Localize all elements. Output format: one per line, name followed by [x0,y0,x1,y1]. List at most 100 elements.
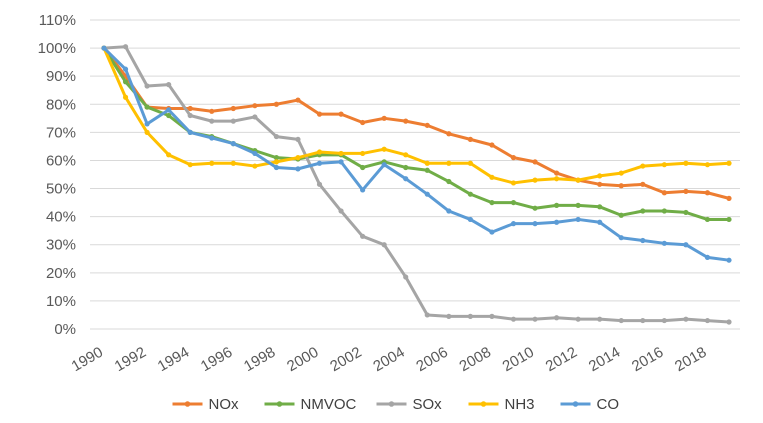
data-point-nmvoc [532,205,538,211]
x-tick-label: 1990 [69,344,106,375]
data-point-co [726,257,732,263]
series-line-sox [102,45,731,324]
legend-label-nmvoc: NMVOC [301,396,357,413]
data-point-sox [338,208,344,214]
data-point-nh3 [532,177,538,183]
data-point-nh3 [338,150,344,157]
data-point-nmvoc [273,155,280,161]
x-tick-label: 2014 [586,344,623,375]
data-point-co [640,237,646,244]
data-point-co [230,141,236,147]
data-point-co [295,166,301,172]
data-point-nh3 [553,176,560,182]
legend-marker-nox [184,401,191,407]
data-point-nox [467,136,473,142]
data-point-nox [381,115,387,121]
data-point-nox [403,118,409,124]
data-point-nh3 [360,150,366,157]
x-tick-label: 2002 [327,344,364,375]
data-point-nox [489,142,495,148]
data-point-co [187,129,193,135]
data-point-co [683,242,689,248]
data-point-nox [360,119,366,126]
data-point-nh3 [144,129,150,135]
data-point-co [510,221,517,227]
legend-label-nox: NOx [209,396,240,413]
x-tick-label: 1994 [155,344,192,375]
data-point-sox [273,133,280,140]
data-point-nox [316,111,323,117]
y-tick-label: 40% [46,209,76,226]
data-point-nox [553,170,560,176]
data-point-co [381,162,387,168]
data-point-sox [316,181,323,187]
data-point-sox [618,317,624,324]
data-point-nh3 [122,94,129,100]
x-tick-label: 2006 [413,344,450,375]
data-point-nmvoc [166,112,172,119]
data-point-nh3 [295,155,301,161]
data-point-nmvoc [424,167,430,173]
data-point-nox [252,103,258,109]
data-point-sox [252,114,258,120]
data-point-nh3 [489,174,495,180]
data-point-sox [381,242,387,248]
data-point-nh3 [640,163,646,169]
data-point-co [166,107,172,113]
data-point-sox [467,313,473,319]
data-point-nox [424,122,430,128]
legend-label-sox: SOx [413,396,443,413]
legend-marker-sox [388,401,395,407]
data-point-nox [273,101,280,107]
x-tick-label: 2004 [370,344,407,375]
data-point-nh3 [166,152,172,158]
data-point-co [273,164,280,171]
data-point-sox [661,317,667,324]
data-point-sox [166,82,172,88]
data-point-sox [209,118,215,124]
data-point-sox [230,118,236,124]
data-point-nh3 [381,146,387,152]
data-point-nox [338,111,344,117]
data-point-co [489,229,495,235]
data-point-nox [640,181,646,187]
data-point-nox [683,188,689,194]
data-point-nox [726,195,732,201]
data-point-sox [489,313,495,319]
data-point-nh3 [187,162,193,168]
data-point-nox [510,155,517,161]
y-tick-label: 30% [46,237,76,254]
x-tick-label: 2008 [457,344,494,375]
data-point-nmvoc [618,212,624,218]
data-point-co [424,191,430,197]
data-point-nmvoc [704,216,711,223]
data-point-nh3 [467,160,473,166]
data-point-nh3 [661,162,667,168]
y-tick-label: 70% [46,124,76,141]
data-point-nmvoc [510,199,517,206]
data-point-nmvoc [640,208,646,214]
x-tick-label: 2012 [543,344,580,375]
data-point-co [316,160,323,166]
legend-marker-nh3 [480,401,487,407]
data-point-co [122,66,129,72]
data-point-nmvoc [575,202,581,208]
data-point-sox [726,319,732,325]
y-tick-label: 0% [54,321,76,338]
data-point-co [252,150,258,157]
data-point-nox [446,131,452,137]
data-point-sox [553,315,560,321]
data-point-sox [575,316,581,322]
data-point-co [209,135,215,141]
data-point-nox [704,190,711,196]
data-point-nmvoc [683,209,689,216]
data-point-nh3 [230,160,236,166]
data-point-sox [122,44,129,50]
data-point-co [553,219,560,225]
data-point-sox [144,83,150,89]
data-point-nmvoc [489,199,495,206]
data-point-nmvoc [467,191,473,197]
data-point-co [101,45,107,51]
legend-label-nh3: NH3 [505,396,535,413]
